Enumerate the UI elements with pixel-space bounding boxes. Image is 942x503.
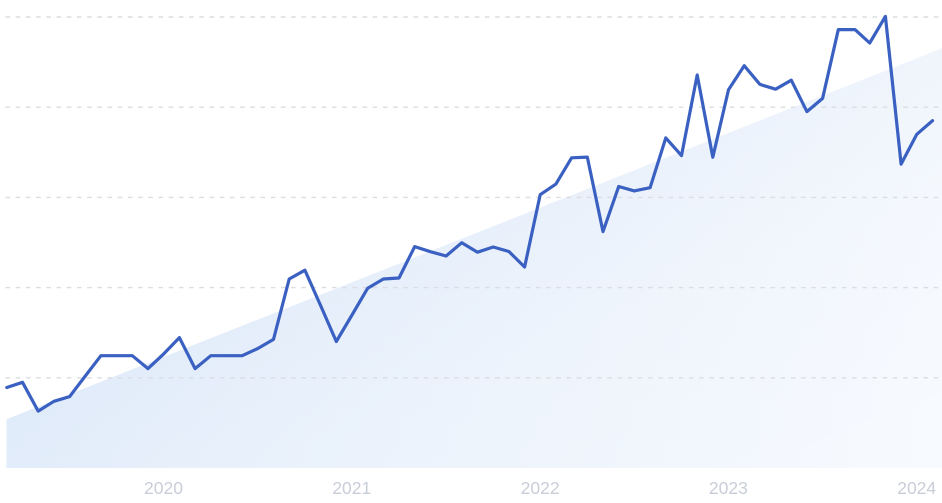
svg-text:2023: 2023 (709, 478, 748, 498)
svg-text:2024: 2024 (897, 478, 936, 498)
svg-text:2022: 2022 (521, 478, 560, 498)
svg-text:2021: 2021 (332, 478, 371, 498)
svg-text:2020: 2020 (144, 478, 183, 498)
